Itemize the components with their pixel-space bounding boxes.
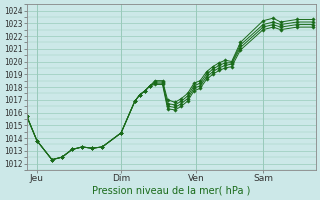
X-axis label: Pression niveau de la mer( hPa ): Pression niveau de la mer( hPa ) <box>92 186 251 196</box>
